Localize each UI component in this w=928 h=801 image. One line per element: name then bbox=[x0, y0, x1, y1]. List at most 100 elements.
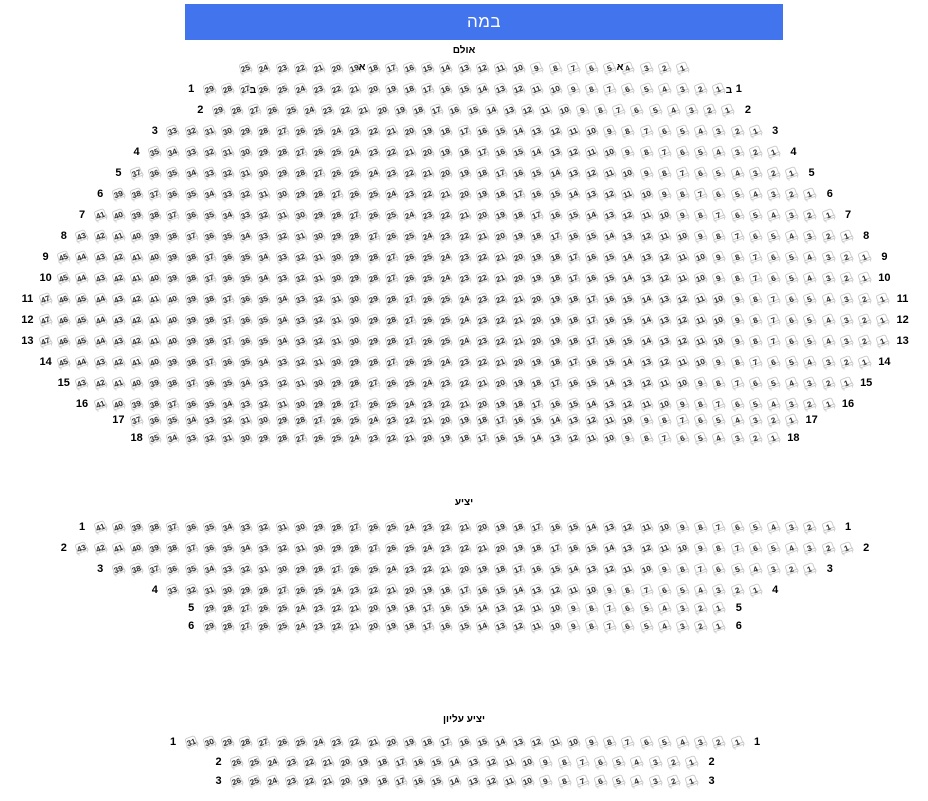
seat[interactable]: 11 bbox=[600, 163, 619, 182]
seat[interactable]: 2 bbox=[664, 752, 683, 771]
seat[interactable]: 24 bbox=[400, 205, 419, 224]
seat[interactable]: 24 bbox=[400, 394, 419, 413]
seat[interactable]: 38 bbox=[145, 205, 164, 224]
seat[interactable]: 28 bbox=[345, 373, 364, 392]
seat[interactable]: 21 bbox=[345, 616, 364, 635]
seat[interactable]: 31 bbox=[218, 142, 237, 161]
seat[interactable]: 22 bbox=[454, 226, 473, 245]
seat[interactable]: 32 bbox=[236, 559, 255, 578]
seat[interactable]: 42 bbox=[127, 289, 146, 308]
seat[interactable]: 25 bbox=[272, 616, 291, 635]
seat[interactable]: 19 bbox=[436, 142, 455, 161]
seat[interactable]: 17 bbox=[418, 598, 437, 617]
seat[interactable]: 15 bbox=[473, 732, 492, 751]
seat[interactable]: 32 bbox=[272, 538, 291, 557]
seat[interactable]: 31 bbox=[309, 352, 328, 371]
seat[interactable]: 37 bbox=[181, 226, 200, 245]
seat[interactable]: 21 bbox=[418, 410, 437, 429]
seat[interactable]: 2 bbox=[691, 79, 710, 98]
seat[interactable]: 3 bbox=[746, 410, 765, 429]
seat[interactable]: 23 bbox=[418, 517, 437, 536]
seat[interactable]: 11 bbox=[536, 100, 555, 119]
seat[interactable]: 32 bbox=[272, 373, 291, 392]
seat[interactable]: 2 bbox=[837, 352, 856, 371]
seat[interactable]: 20 bbox=[336, 771, 355, 790]
seat[interactable]: 18 bbox=[372, 771, 391, 790]
seat[interactable]: 15 bbox=[509, 428, 528, 447]
seat[interactable]: 12 bbox=[527, 732, 546, 751]
seat[interactable]: 5 bbox=[636, 598, 655, 617]
seat[interactable]: 41 bbox=[90, 517, 109, 536]
seat[interactable]: 31 bbox=[291, 538, 310, 557]
seat[interactable]: 7 bbox=[727, 226, 746, 245]
seat[interactable]: 12 bbox=[655, 268, 674, 287]
seat[interactable]: 20 bbox=[491, 538, 510, 557]
seat[interactable]: 1 bbox=[673, 58, 692, 77]
seat[interactable]: 7 bbox=[600, 598, 619, 617]
seat[interactable]: 13 bbox=[600, 517, 619, 536]
seat[interactable]: 23 bbox=[436, 226, 455, 245]
seat[interactable]: 31 bbox=[272, 517, 291, 536]
seat[interactable]: 5 bbox=[655, 732, 674, 751]
seat[interactable]: 21 bbox=[382, 580, 401, 599]
seat[interactable]: 12 bbox=[618, 517, 637, 536]
seat[interactable]: 43 bbox=[90, 247, 109, 266]
seat[interactable]: 16 bbox=[545, 517, 564, 536]
seat[interactable]: 29 bbox=[209, 100, 228, 119]
seat[interactable]: 27 bbox=[309, 163, 328, 182]
seat[interactable]: 6 bbox=[746, 226, 765, 245]
seat[interactable]: 14 bbox=[564, 184, 583, 203]
seat[interactable]: 37 bbox=[218, 310, 237, 329]
seat[interactable]: 12 bbox=[636, 373, 655, 392]
seat[interactable]: 33 bbox=[181, 142, 200, 161]
seat[interactable]: 19 bbox=[509, 538, 528, 557]
seat[interactable]: 23 bbox=[309, 616, 328, 635]
seat[interactable]: 21 bbox=[382, 121, 401, 140]
seat[interactable]: 35 bbox=[181, 559, 200, 578]
seat[interactable]: 17 bbox=[527, 517, 546, 536]
seat[interactable]: 37 bbox=[163, 517, 182, 536]
seat[interactable]: 21 bbox=[318, 771, 337, 790]
seat[interactable]: 27 bbox=[327, 559, 346, 578]
seat[interactable]: 3 bbox=[746, 163, 765, 182]
seat[interactable]: 35 bbox=[163, 410, 182, 429]
seat[interactable]: 12 bbox=[509, 79, 528, 98]
seat[interactable]: 28 bbox=[382, 331, 401, 350]
seat[interactable]: 20 bbox=[509, 247, 528, 266]
seat[interactable]: 22 bbox=[454, 538, 473, 557]
seat[interactable]: 5 bbox=[609, 771, 628, 790]
seat[interactable]: 4 bbox=[655, 616, 674, 635]
seat[interactable]: 27 bbox=[363, 373, 382, 392]
seat[interactable]: 36 bbox=[181, 394, 200, 413]
seat[interactable]: 4 bbox=[746, 184, 765, 203]
seat[interactable]: 27 bbox=[363, 226, 382, 245]
seat[interactable]: 15 bbox=[564, 394, 583, 413]
seat[interactable]: 22 bbox=[363, 580, 382, 599]
seat[interactable]: 25 bbox=[382, 205, 401, 224]
seat[interactable]: 26 bbox=[382, 373, 401, 392]
seat[interactable]: 4 bbox=[727, 163, 746, 182]
seat[interactable]: 6 bbox=[673, 142, 692, 161]
seat[interactable]: 3 bbox=[682, 100, 701, 119]
seat[interactable]: 22 bbox=[400, 410, 419, 429]
seat[interactable]: 19 bbox=[473, 184, 492, 203]
seat[interactable]: 6 bbox=[618, 598, 637, 617]
seat[interactable]: 5 bbox=[609, 752, 628, 771]
seat[interactable]: 32 bbox=[309, 310, 328, 329]
seat[interactable]: 21 bbox=[491, 247, 510, 266]
seat[interactable]: 24 bbox=[418, 373, 437, 392]
seat[interactable]: 28 bbox=[363, 268, 382, 287]
seat[interactable]: 39 bbox=[127, 205, 146, 224]
seat[interactable]: 7 bbox=[636, 580, 655, 599]
seat[interactable]: 28 bbox=[254, 121, 273, 140]
seat[interactable]: 25 bbox=[236, 58, 255, 77]
seat[interactable]: 30 bbox=[218, 121, 237, 140]
seat[interactable]: 33 bbox=[254, 373, 273, 392]
seat[interactable]: 20 bbox=[473, 517, 492, 536]
seat[interactable]: 3 bbox=[709, 580, 728, 599]
seat[interactable]: 21 bbox=[509, 289, 528, 308]
seat[interactable]: 20 bbox=[382, 732, 401, 751]
seat[interactable]: 26 bbox=[272, 732, 291, 751]
seat[interactable]: 40 bbox=[109, 394, 128, 413]
seat[interactable]: 5 bbox=[800, 310, 819, 329]
